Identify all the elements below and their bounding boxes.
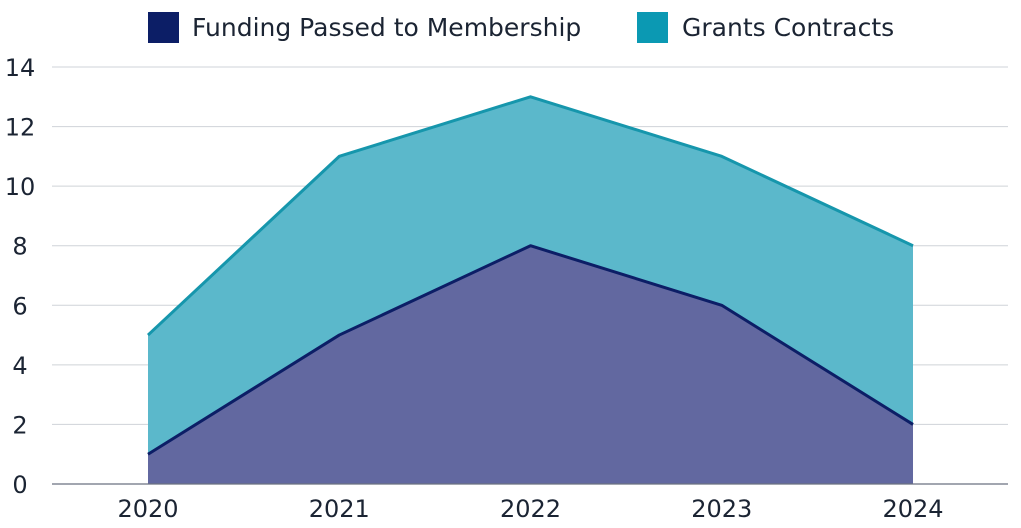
- x-axis-ticks: 2020 2021 2022 2023 2024: [117, 495, 943, 523]
- area-layer: [148, 96, 913, 484]
- legend-label-1: Grants Contracts: [682, 13, 894, 42]
- x-tick-label-2020: 2020: [117, 495, 178, 523]
- legend-label-0: Funding Passed to Membership: [192, 13, 581, 42]
- y-tick-label-0: 0: [12, 471, 27, 499]
- x-tick-label-2023: 2023: [691, 495, 752, 523]
- line-layer: [146, 95, 914, 456]
- legend-swatch-1: [637, 12, 668, 43]
- y-tick-label-2: 2: [12, 411, 27, 439]
- x-tick-label-2021: 2021: [309, 495, 370, 523]
- x-tick-label-2024: 2024: [882, 495, 943, 523]
- y-axis-ticks: 0 2 4 6 8 10 12 14: [5, 54, 36, 499]
- area-series-1: [148, 96, 913, 455]
- legend: Funding Passed to Membership Grants Contr…: [148, 12, 894, 43]
- y-tick-label-12: 12: [5, 114, 36, 142]
- y-tick-label-4: 4: [12, 352, 27, 380]
- y-tick-label-6: 6: [12, 292, 27, 320]
- y-tick-label-10: 10: [5, 173, 36, 201]
- y-tick-label-14: 14: [5, 54, 36, 82]
- y-tick-label-8: 8: [12, 233, 27, 261]
- x-tick-label-2022: 2022: [500, 495, 561, 523]
- legend-swatch-0: [148, 12, 179, 43]
